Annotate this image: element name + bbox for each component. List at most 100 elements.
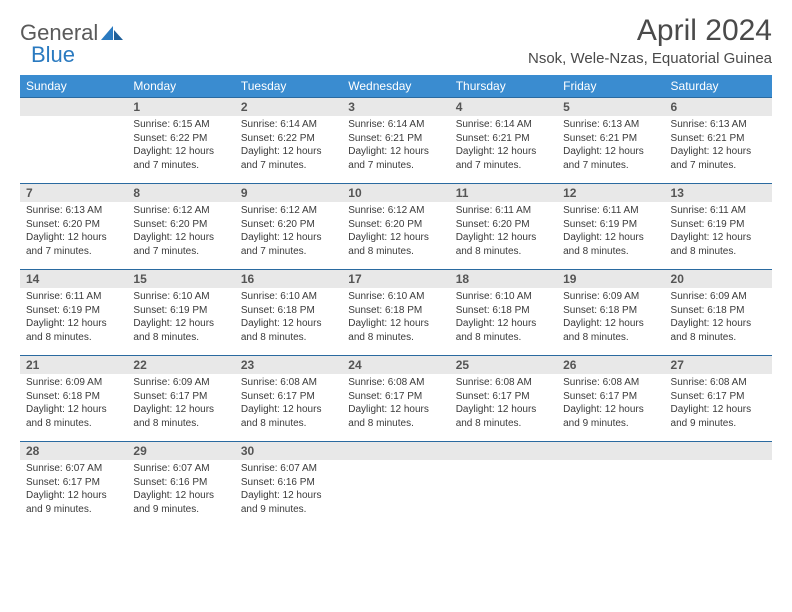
sunset-text: Sunset: 6:18 PM [456,304,551,318]
day-body: Sunrise: 6:13 AMSunset: 6:20 PMDaylight:… [20,202,127,262]
sunset-text: Sunset: 6:18 PM [563,304,658,318]
day-number: 12 [557,184,664,202]
calendar-cell: 23Sunrise: 6:08 AMSunset: 6:17 PMDayligh… [235,356,342,442]
day-body: Sunrise: 6:11 AMSunset: 6:20 PMDaylight:… [450,202,557,262]
calendar-cell: 11Sunrise: 6:11 AMSunset: 6:20 PMDayligh… [450,184,557,270]
sunrise-text: Sunrise: 6:08 AM [563,376,658,390]
sunrise-text: Sunrise: 6:08 AM [348,376,443,390]
day-number: 3 [342,98,449,116]
day-number: 11 [450,184,557,202]
daylight-text: Daylight: 12 hours and 7 minutes. [241,145,336,172]
month-title: April 2024 [528,14,772,48]
weekday-header: Friday [557,75,664,98]
calendar-cell [20,98,127,184]
day-number: 26 [557,356,664,374]
day-body: Sunrise: 6:10 AMSunset: 6:18 PMDaylight:… [342,288,449,348]
daylight-text: Daylight: 12 hours and 8 minutes. [348,317,443,344]
sunset-text: Sunset: 6:20 PM [241,218,336,232]
day-body: Sunrise: 6:13 AMSunset: 6:21 PMDaylight:… [557,116,664,176]
calendar-week-row: 1Sunrise: 6:15 AMSunset: 6:22 PMDaylight… [20,98,772,184]
day-body: Sunrise: 6:10 AMSunset: 6:18 PMDaylight:… [235,288,342,348]
sunrise-text: Sunrise: 6:12 AM [241,204,336,218]
sunrise-text: Sunrise: 6:11 AM [26,290,121,304]
sunrise-text: Sunrise: 6:09 AM [26,376,121,390]
calendar-cell: 12Sunrise: 6:11 AMSunset: 6:19 PMDayligh… [557,184,664,270]
day-number: 19 [557,270,664,288]
sunset-text: Sunset: 6:18 PM [671,304,766,318]
calendar-week-row: 7Sunrise: 6:13 AMSunset: 6:20 PMDaylight… [20,184,772,270]
sunrise-text: Sunrise: 6:14 AM [456,118,551,132]
weekday-header: Thursday [450,75,557,98]
day-body: Sunrise: 6:09 AMSunset: 6:18 PMDaylight:… [665,288,772,348]
sunset-text: Sunset: 6:19 PM [671,218,766,232]
sunset-text: Sunset: 6:20 PM [133,218,228,232]
day-body: Sunrise: 6:11 AMSunset: 6:19 PMDaylight:… [557,202,664,262]
sunset-text: Sunset: 6:20 PM [456,218,551,232]
sunset-text: Sunset: 6:19 PM [563,218,658,232]
calendar-cell: 28Sunrise: 6:07 AMSunset: 6:17 PMDayligh… [20,442,127,528]
calendar-cell: 9Sunrise: 6:12 AMSunset: 6:20 PMDaylight… [235,184,342,270]
calendar-week-row: 21Sunrise: 6:09 AMSunset: 6:18 PMDayligh… [20,356,772,442]
sunset-text: Sunset: 6:20 PM [26,218,121,232]
calendar-cell: 14Sunrise: 6:11 AMSunset: 6:19 PMDayligh… [20,270,127,356]
sunrise-text: Sunrise: 6:07 AM [26,462,121,476]
sunrise-text: Sunrise: 6:09 AM [563,290,658,304]
daylight-text: Daylight: 12 hours and 8 minutes. [456,317,551,344]
sunrise-text: Sunrise: 6:11 AM [563,204,658,218]
header: General April 2024 Nsok, Wele-Nzas, Equa… [20,14,772,67]
day-number [20,98,127,116]
day-body: Sunrise: 6:08 AMSunset: 6:17 PMDaylight:… [342,374,449,434]
weekday-header: Sunday [20,75,127,98]
day-number [557,442,664,460]
calendar-cell: 3Sunrise: 6:14 AMSunset: 6:21 PMDaylight… [342,98,449,184]
day-body: Sunrise: 6:14 AMSunset: 6:21 PMDaylight:… [450,116,557,176]
day-number: 25 [450,356,557,374]
day-number: 15 [127,270,234,288]
daylight-text: Daylight: 12 hours and 7 minutes. [241,231,336,258]
day-number: 5 [557,98,664,116]
calendar-cell: 2Sunrise: 6:14 AMSunset: 6:22 PMDaylight… [235,98,342,184]
day-body: Sunrise: 6:07 AMSunset: 6:17 PMDaylight:… [20,460,127,520]
day-body [450,460,557,466]
sunset-text: Sunset: 6:22 PM [133,132,228,146]
weekday-header: Wednesday [342,75,449,98]
sunset-text: Sunset: 6:17 PM [348,390,443,404]
brand-word-2: Blue [31,42,75,67]
sunrise-text: Sunrise: 6:08 AM [671,376,766,390]
daylight-text: Daylight: 12 hours and 7 minutes. [563,145,658,172]
sunset-text: Sunset: 6:19 PM [26,304,121,318]
sunset-text: Sunset: 6:21 PM [671,132,766,146]
day-body: Sunrise: 6:13 AMSunset: 6:21 PMDaylight:… [665,116,772,176]
calendar-cell: 15Sunrise: 6:10 AMSunset: 6:19 PMDayligh… [127,270,234,356]
sunset-text: Sunset: 6:17 PM [241,390,336,404]
sunrise-text: Sunrise: 6:14 AM [348,118,443,132]
sunset-text: Sunset: 6:18 PM [241,304,336,318]
sunrise-text: Sunrise: 6:08 AM [456,376,551,390]
daylight-text: Daylight: 12 hours and 7 minutes. [348,145,443,172]
day-number: 30 [235,442,342,460]
calendar-cell: 20Sunrise: 6:09 AMSunset: 6:18 PMDayligh… [665,270,772,356]
sunset-text: Sunset: 6:22 PM [241,132,336,146]
sunrise-text: Sunrise: 6:12 AM [348,204,443,218]
calendar-cell: 22Sunrise: 6:09 AMSunset: 6:17 PMDayligh… [127,356,234,442]
calendar-cell: 25Sunrise: 6:08 AMSunset: 6:17 PMDayligh… [450,356,557,442]
sunrise-text: Sunrise: 6:09 AM [133,376,228,390]
sunrise-text: Sunrise: 6:07 AM [241,462,336,476]
day-body: Sunrise: 6:12 AMSunset: 6:20 PMDaylight:… [127,202,234,262]
sunset-text: Sunset: 6:16 PM [241,476,336,490]
calendar-cell: 30Sunrise: 6:07 AMSunset: 6:16 PMDayligh… [235,442,342,528]
logo-sail-icon [101,24,123,42]
sunset-text: Sunset: 6:17 PM [671,390,766,404]
daylight-text: Daylight: 12 hours and 7 minutes. [671,145,766,172]
sunrise-text: Sunrise: 6:11 AM [456,204,551,218]
calendar-cell: 6Sunrise: 6:13 AMSunset: 6:21 PMDaylight… [665,98,772,184]
calendar-body: 1Sunrise: 6:15 AMSunset: 6:22 PMDaylight… [20,98,772,528]
day-body: Sunrise: 6:12 AMSunset: 6:20 PMDaylight:… [342,202,449,262]
calendar-cell: 17Sunrise: 6:10 AMSunset: 6:18 PMDayligh… [342,270,449,356]
calendar-cell: 10Sunrise: 6:12 AMSunset: 6:20 PMDayligh… [342,184,449,270]
daylight-text: Daylight: 12 hours and 8 minutes. [563,317,658,344]
daylight-text: Daylight: 12 hours and 9 minutes. [671,403,766,430]
day-body: Sunrise: 6:12 AMSunset: 6:20 PMDaylight:… [235,202,342,262]
day-body: Sunrise: 6:08 AMSunset: 6:17 PMDaylight:… [235,374,342,434]
location-text: Nsok, Wele-Nzas, Equatorial Guinea [528,50,772,67]
